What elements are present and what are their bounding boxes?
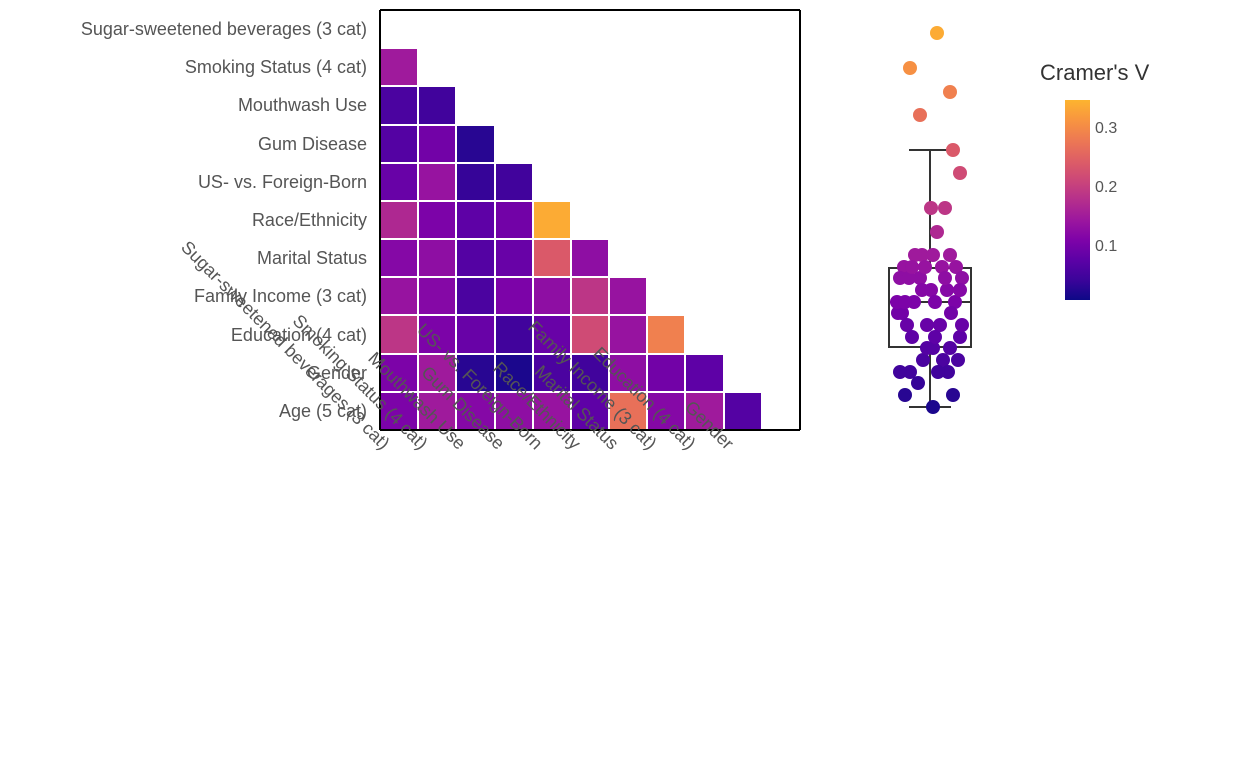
strip-point xyxy=(920,341,934,355)
colorbar-gradient xyxy=(1065,100,1090,300)
chart-root: Sugar-sweetened beverages (3 cat) Smoking… xyxy=(0,0,1248,768)
strip-point xyxy=(926,248,940,262)
strip-point xyxy=(930,225,944,239)
strip-point xyxy=(943,248,957,262)
axis-border xyxy=(799,10,801,430)
strip-point xyxy=(928,295,942,309)
colorbar xyxy=(1065,100,1090,300)
strip-point xyxy=(918,260,932,274)
strip-point xyxy=(955,318,969,332)
strip-point xyxy=(938,271,952,285)
strip-point xyxy=(953,283,967,297)
y-axis-label: Race/Ethnicity xyxy=(0,211,375,229)
strip-point xyxy=(938,201,952,215)
y-axis-label: Mouthwash Use xyxy=(0,96,375,114)
strip-point xyxy=(946,143,960,157)
strip-point xyxy=(924,201,938,215)
y-axis-label: Family Income (3 cat) xyxy=(0,287,375,305)
strip-point xyxy=(913,108,927,122)
heatmap xyxy=(380,10,800,430)
strip-point xyxy=(946,388,960,402)
strip-point xyxy=(893,365,907,379)
strip-point xyxy=(915,283,929,297)
y-axis-label: Sugar-sweetened beverages (3 cat) xyxy=(0,20,375,38)
y-axis-label: Smoking Status (4 cat) xyxy=(0,58,375,76)
colorbar-title: Cramer's V xyxy=(1040,60,1149,86)
colorbar-tick: 0.2 xyxy=(1095,179,1117,197)
colorbar-ticks: 0.1 0.2 0.3 xyxy=(1095,100,1155,300)
strip-point xyxy=(943,85,957,99)
strip-point xyxy=(898,388,912,402)
strip-point xyxy=(931,365,945,379)
strip-point xyxy=(898,295,912,309)
strip-point xyxy=(905,260,919,274)
strip-point xyxy=(951,353,965,367)
strip-point xyxy=(905,330,919,344)
strip-point xyxy=(930,26,944,40)
heatmap-x-axis: Sugar-sweetened beverages (3 cat)Smoking… xyxy=(380,436,800,756)
y-axis-label: Age (5 cat) xyxy=(0,402,375,420)
strip-point xyxy=(953,166,967,180)
strip-point xyxy=(903,61,917,75)
y-axis-label: US- vs. Foreign-Born xyxy=(0,173,375,191)
axis-border xyxy=(380,9,800,11)
colorbar-tick: 0.1 xyxy=(1095,238,1117,256)
colorbar-tick: 0.3 xyxy=(1095,120,1117,138)
strip-point xyxy=(944,306,958,320)
heatmap-grid xyxy=(380,10,800,430)
y-axis-label: Gum Disease xyxy=(0,135,375,153)
strip-point xyxy=(911,376,925,390)
strip-point xyxy=(926,400,940,414)
box-strip-plot xyxy=(870,10,990,430)
